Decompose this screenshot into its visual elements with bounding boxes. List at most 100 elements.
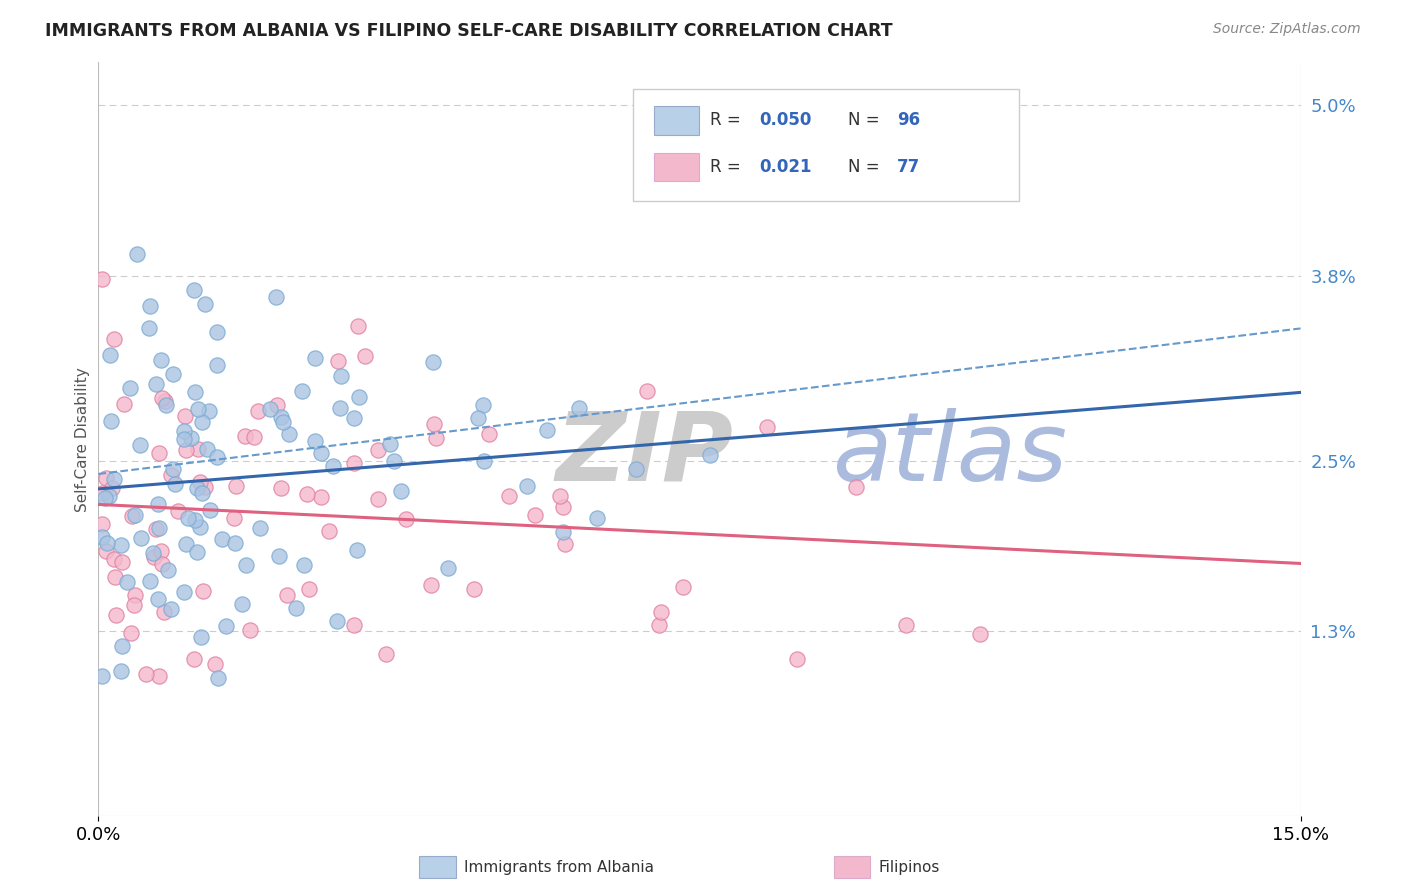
Point — [103, 552, 125, 566]
Point — [198, 503, 221, 517]
Point — [553, 525, 575, 540]
Point — [146, 591, 169, 606]
Point — [153, 605, 176, 619]
Point — [650, 605, 672, 619]
Point — [367, 492, 389, 507]
Point — [467, 411, 489, 425]
Point — [395, 511, 418, 525]
Point — [176, 537, 198, 551]
Point — [186, 544, 208, 558]
Point — [162, 462, 184, 476]
Text: atlas: atlas — [832, 408, 1067, 501]
Point — [110, 538, 132, 552]
Point — [270, 481, 292, 495]
Point — [188, 475, 211, 489]
Point — [786, 652, 808, 666]
Point — [121, 509, 143, 524]
Point — [278, 426, 301, 441]
Text: N =: N = — [848, 158, 884, 176]
Point — [309, 446, 332, 460]
Point — [205, 326, 228, 340]
Point — [198, 403, 221, 417]
Point — [349, 390, 371, 404]
Point — [184, 514, 207, 528]
Point — [419, 578, 441, 592]
Point — [699, 448, 721, 462]
Point — [498, 489, 520, 503]
Point — [150, 543, 173, 558]
Point — [242, 430, 264, 444]
Text: 77: 77 — [897, 158, 921, 176]
Point — [294, 558, 316, 573]
Point — [211, 532, 233, 546]
Point — [120, 625, 142, 640]
Point — [239, 623, 262, 637]
Point — [180, 431, 202, 445]
Text: Filipinos: Filipinos — [879, 860, 941, 874]
Point — [165, 476, 187, 491]
Point — [318, 524, 340, 538]
Point — [148, 521, 170, 535]
Point — [330, 369, 353, 384]
Point — [478, 426, 501, 441]
Point — [191, 415, 214, 429]
Text: 0.050: 0.050 — [759, 112, 811, 129]
Point — [131, 531, 153, 545]
Point — [103, 472, 125, 486]
Point — [471, 398, 494, 412]
Point — [378, 437, 401, 451]
Point — [382, 454, 405, 468]
Point — [586, 510, 609, 524]
Point — [146, 497, 169, 511]
Point — [91, 517, 114, 532]
Point — [844, 480, 866, 494]
Point — [425, 431, 447, 445]
Point — [672, 580, 695, 594]
Point — [550, 489, 572, 503]
Point — [322, 458, 344, 473]
Point — [120, 380, 142, 394]
Point — [194, 479, 217, 493]
Point — [516, 479, 538, 493]
Point — [173, 425, 195, 439]
Point — [367, 443, 389, 458]
Point — [523, 508, 546, 522]
Point — [463, 582, 485, 597]
Point — [167, 504, 190, 518]
Point — [328, 354, 350, 368]
Point — [111, 640, 134, 654]
Point — [266, 398, 288, 412]
Point — [111, 555, 134, 569]
Text: Source: ZipAtlas.com: Source: ZipAtlas.com — [1213, 22, 1361, 37]
Point — [437, 560, 460, 574]
Point — [194, 297, 217, 311]
Point — [568, 401, 591, 416]
Point — [755, 419, 778, 434]
Point — [96, 471, 118, 485]
Point — [150, 353, 173, 368]
Point — [346, 542, 368, 557]
Point — [291, 384, 314, 398]
Point — [157, 562, 180, 576]
Point — [135, 666, 157, 681]
Point — [191, 486, 214, 500]
Point — [422, 417, 444, 431]
Point — [153, 393, 176, 408]
Point — [259, 401, 281, 416]
Y-axis label: Self-Care Disability: Self-Care Disability — [75, 367, 90, 512]
Point — [122, 598, 145, 612]
Point — [311, 490, 333, 504]
Point — [536, 423, 558, 437]
Text: N =: N = — [848, 112, 884, 129]
Point — [304, 351, 326, 365]
Point — [110, 664, 132, 678]
Point — [205, 450, 228, 464]
Point — [155, 398, 177, 412]
Point — [112, 396, 135, 410]
Text: IMMIGRANTS FROM ALBANIA VS FILIPINO SELF-CARE DISABILITY CORRELATION CHART: IMMIGRANTS FROM ALBANIA VS FILIPINO SELF… — [45, 22, 893, 40]
Text: Immigrants from Albania: Immigrants from Albania — [464, 860, 654, 874]
Point — [103, 332, 125, 346]
Point — [150, 392, 173, 406]
Point — [96, 535, 118, 549]
Point — [551, 500, 574, 515]
